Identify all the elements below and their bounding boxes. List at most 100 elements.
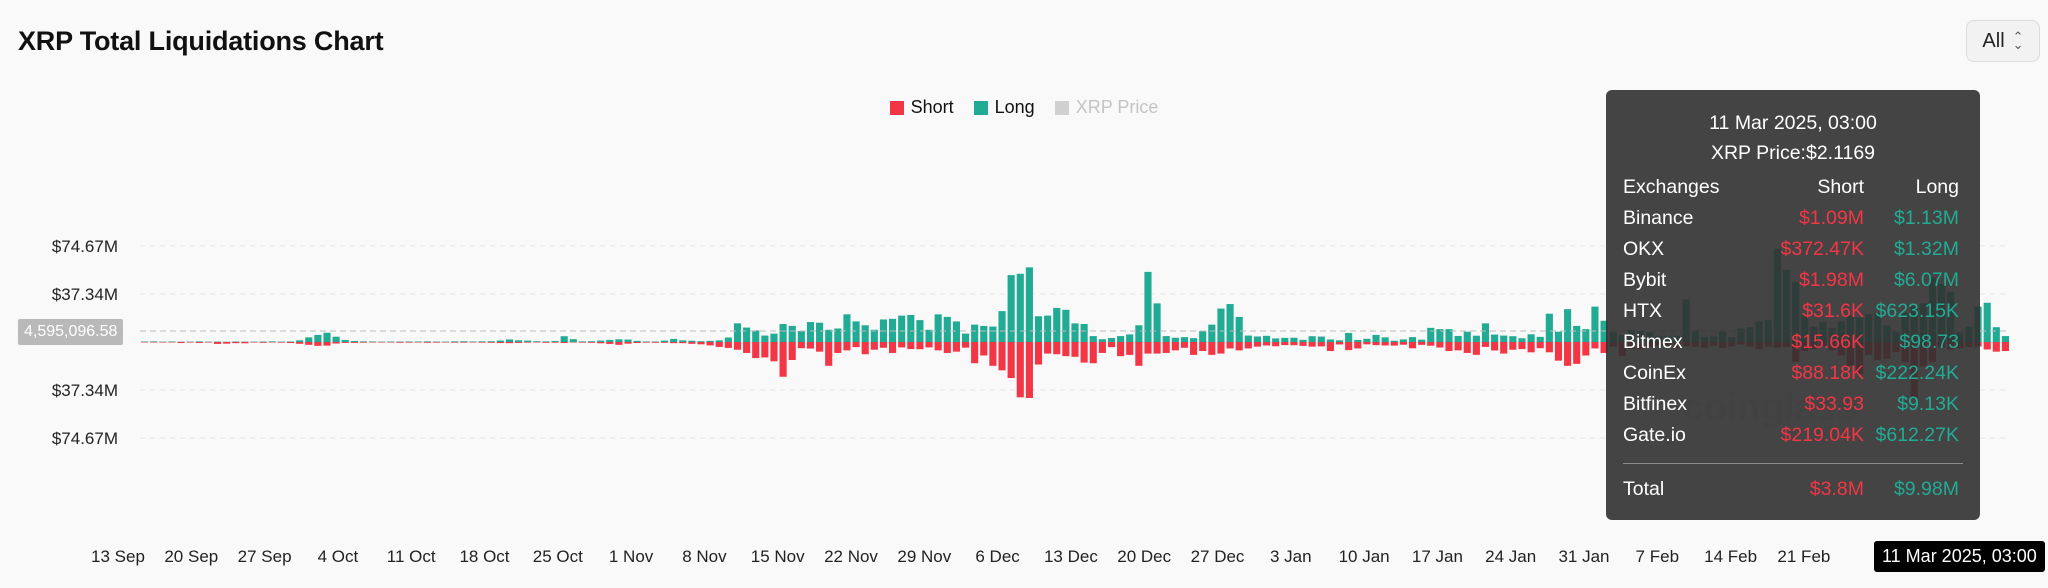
- short-bar[interactable]: [1226, 342, 1234, 349]
- short-bar[interactable]: [715, 342, 723, 347]
- long-bar[interactable]: [223, 341, 231, 343]
- short-bar[interactable]: [524, 342, 532, 343]
- long-bar[interactable]: [277, 341, 285, 343]
- long-bar[interactable]: [1372, 334, 1380, 342]
- short-bar[interactable]: [305, 342, 313, 345]
- short-bar[interactable]: [1180, 342, 1189, 348]
- long-bar[interactable]: [1199, 331, 1207, 342]
- short-bar[interactable]: [961, 342, 970, 348]
- long-bar[interactable]: [1281, 337, 1289, 342]
- short-bar[interactable]: [1016, 342, 1024, 398]
- short-bar[interactable]: [268, 342, 276, 343]
- long-bar[interactable]: [1345, 332, 1353, 342]
- short-bar[interactable]: [971, 342, 979, 364]
- long-bar[interactable]: [141, 341, 149, 342]
- short-bar[interactable]: [232, 342, 240, 344]
- short-bar[interactable]: [432, 342, 441, 343]
- long-bar[interactable]: [1454, 335, 1462, 342]
- long-bar[interactable]: [451, 341, 459, 342]
- long-bar[interactable]: [1126, 334, 1134, 342]
- short-bar[interactable]: [1162, 342, 1170, 353]
- long-bar[interactable]: [1089, 336, 1097, 342]
- long-bar[interactable]: [332, 336, 340, 342]
- long-bar[interactable]: [1573, 325, 1581, 342]
- long-bar[interactable]: [916, 320, 924, 342]
- long-bar[interactable]: [341, 339, 349, 342]
- short-bar[interactable]: [797, 342, 805, 349]
- long-bar[interactable]: [733, 323, 742, 342]
- short-bar[interactable]: [1326, 342, 1334, 352]
- long-bar[interactable]: [606, 339, 614, 342]
- long-bar[interactable]: [861, 325, 869, 342]
- short-bar[interactable]: [1053, 342, 1061, 355]
- legend-item-short[interactable]: Short: [889, 97, 954, 118]
- short-bar[interactable]: [487, 342, 495, 343]
- short-bar[interactable]: [925, 342, 933, 348]
- long-bar[interactable]: [350, 340, 358, 342]
- long-bar[interactable]: [1445, 329, 1453, 342]
- long-bar[interactable]: [305, 337, 313, 342]
- long-bar[interactable]: [1053, 307, 1061, 342]
- short-bar[interactable]: [1554, 342, 1563, 361]
- short-bar[interactable]: [889, 342, 897, 353]
- long-bar[interactable]: [186, 341, 194, 343]
- long-bar[interactable]: [788, 325, 796, 342]
- short-bar[interactable]: [624, 342, 632, 344]
- short-bar[interactable]: [1381, 342, 1389, 346]
- long-bar[interactable]: [816, 322, 824, 342]
- short-bar[interactable]: [1126, 342, 1134, 355]
- short-bar[interactable]: [1418, 342, 1426, 345]
- short-bar[interactable]: [670, 342, 678, 344]
- long-bar[interactable]: [1381, 337, 1389, 342]
- long-bar[interactable]: [624, 339, 632, 342]
- long-bar[interactable]: [898, 315, 906, 342]
- long-bar[interactable]: [213, 341, 222, 343]
- short-bar[interactable]: [679, 342, 687, 344]
- short-bar[interactable]: [560, 342, 568, 344]
- long-bar[interactable]: [405, 341, 413, 342]
- short-bar[interactable]: [752, 342, 760, 359]
- long-bar[interactable]: [633, 340, 641, 342]
- short-bar[interactable]: [1007, 342, 1015, 379]
- long-bar[interactable]: [1363, 338, 1371, 342]
- short-bar[interactable]: [1408, 342, 1417, 349]
- short-bar[interactable]: [1436, 342, 1444, 348]
- long-bar[interactable]: [907, 314, 915, 342]
- short-bar[interactable]: [451, 342, 459, 343]
- long-bar[interactable]: [1226, 304, 1234, 342]
- short-bar[interactable]: [1071, 342, 1079, 357]
- long-bar[interactable]: [1564, 309, 1572, 342]
- short-bar[interactable]: [1253, 342, 1261, 347]
- short-bar[interactable]: [1117, 342, 1125, 357]
- long-bar[interactable]: [1044, 315, 1052, 342]
- short-bar[interactable]: [1536, 342, 1544, 349]
- short-bar[interactable]: [150, 342, 158, 343]
- long-bar[interactable]: [478, 341, 486, 342]
- long-bar[interactable]: [268, 341, 276, 342]
- short-bar[interactable]: [1518, 342, 1526, 350]
- short-bar[interactable]: [1545, 342, 1553, 353]
- long-bar[interactable]: [369, 341, 377, 342]
- long-bar[interactable]: [934, 314, 942, 342]
- short-bar[interactable]: [1290, 342, 1298, 346]
- long-bar[interactable]: [998, 311, 1006, 342]
- long-bar[interactable]: [779, 323, 787, 342]
- long-bar[interactable]: [587, 341, 596, 342]
- long-bar[interactable]: [1162, 336, 1170, 342]
- short-bar[interactable]: [1509, 342, 1517, 350]
- short-bar[interactable]: [1481, 342, 1490, 347]
- long-bar[interactable]: [679, 340, 687, 342]
- short-bar[interactable]: [569, 342, 577, 343]
- short-bar[interactable]: [688, 342, 696, 344]
- long-bar[interactable]: [706, 340, 714, 342]
- long-bar[interactable]: [843, 314, 851, 342]
- short-bar[interactable]: [1600, 342, 1608, 353]
- short-bar[interactable]: [1107, 342, 1116, 348]
- short-bar[interactable]: [907, 342, 915, 350]
- long-bar[interactable]: [943, 316, 951, 342]
- short-bar[interactable]: [1062, 342, 1070, 357]
- long-bar[interactable]: [1354, 339, 1362, 342]
- short-bar[interactable]: [1208, 342, 1216, 355]
- short-bar[interactable]: [1235, 342, 1243, 351]
- short-bar[interactable]: [761, 342, 769, 358]
